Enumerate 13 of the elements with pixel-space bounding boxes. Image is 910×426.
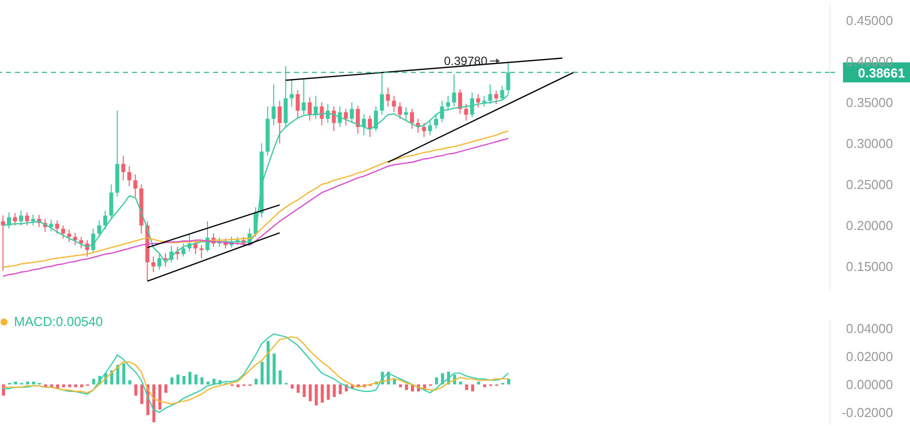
y-tick-label: 0.00000 [846,376,893,392]
y-tick-label: 0.45000 [846,12,893,28]
y-tick-label: -0.02000 [842,404,893,420]
ref-line-label: 0.38661 [858,65,905,80]
y-tick-label: 0.25000 [846,176,893,192]
y-tick-label: 0.35000 [846,94,893,110]
chart-title: MACD:0.00540 [14,314,103,329]
y-tick-label: 0.15000 [846,258,893,274]
y-tick-label: 0.20000 [846,218,893,233]
y-tick-label: 0.04000 [846,320,893,336]
y-tick-label: 0.30000 [846,136,893,151]
y-tick-label: 0.02000 [846,348,893,364]
annotation: 0.39780 [444,54,488,68]
